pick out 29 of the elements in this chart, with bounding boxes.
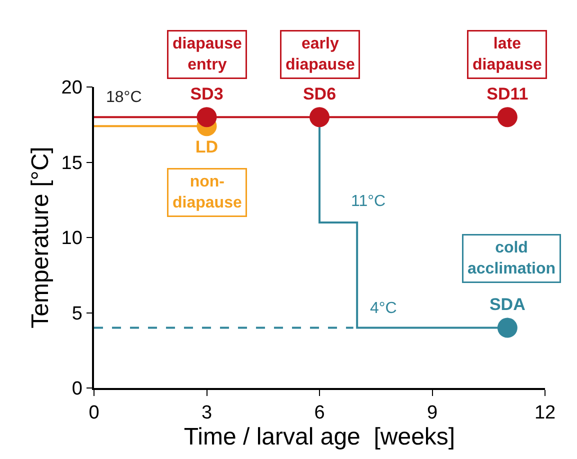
x-tick-label: 0 — [88, 402, 100, 424]
data-label: LD — [195, 137, 218, 156]
annotation: 18°C — [106, 89, 142, 106]
y-tick-label: 5 — [72, 303, 82, 324]
text: diapause entry — [172, 36, 242, 74]
annotation: 4°C — [370, 300, 397, 317]
annotation: 11°C — [351, 193, 386, 210]
data-label: SD11 — [486, 84, 528, 104]
x-tick-label: 9 — [426, 402, 438, 424]
data-label: SDA — [489, 295, 526, 314]
y-tick-label: 10 — [61, 228, 82, 250]
text: early diapause — [286, 36, 355, 74]
x-tick-label: 6 — [314, 402, 325, 424]
data-label: SD6 — [302, 84, 336, 104]
x-tick-label: 3 — [201, 402, 212, 424]
y-tick-label: 0 — [72, 378, 82, 400]
point — [497, 318, 518, 338]
x-axis-title: Time / larval age [weeks] — [184, 424, 456, 451]
point — [196, 107, 217, 128]
point — [497, 107, 518, 128]
x-tick-label: 12 — [534, 402, 556, 424]
y-tick-label: 15 — [61, 152, 82, 174]
point — [310, 107, 330, 128]
y-axis-title: Temperature [°C] — [26, 146, 54, 328]
text: late diapause — [472, 36, 542, 74]
annotation: cold acclimation — [468, 240, 556, 278]
annotation: non-diapause — [172, 174, 242, 212]
data-label: SD3 — [190, 84, 224, 104]
y-tick-label: 20 — [61, 78, 82, 99]
